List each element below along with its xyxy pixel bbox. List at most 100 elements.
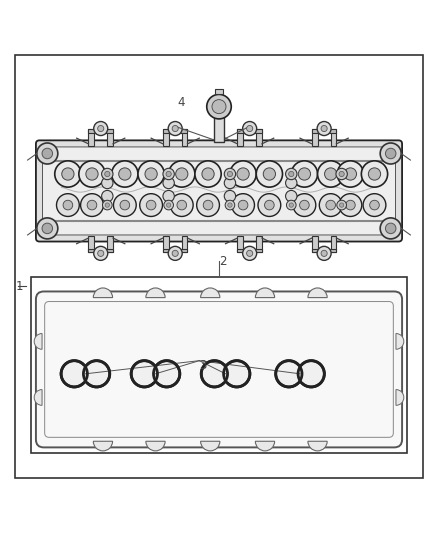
- Circle shape: [131, 361, 157, 387]
- Bar: [289, 366, 311, 382]
- Circle shape: [119, 168, 131, 180]
- Circle shape: [42, 223, 53, 233]
- Wedge shape: [201, 288, 220, 297]
- FancyBboxPatch shape: [15, 55, 423, 478]
- Bar: [331, 236, 336, 253]
- Circle shape: [385, 223, 396, 233]
- Circle shape: [94, 122, 108, 135]
- Circle shape: [247, 125, 253, 132]
- Circle shape: [228, 203, 232, 207]
- Circle shape: [98, 125, 104, 132]
- Wedge shape: [255, 441, 275, 451]
- Circle shape: [337, 161, 364, 187]
- Circle shape: [153, 361, 180, 387]
- Circle shape: [227, 172, 233, 176]
- Bar: [88, 130, 94, 146]
- Bar: [163, 130, 169, 146]
- Circle shape: [237, 168, 249, 180]
- Circle shape: [166, 172, 171, 176]
- Circle shape: [265, 200, 274, 210]
- Wedge shape: [34, 334, 42, 349]
- Circle shape: [286, 168, 297, 180]
- Wedge shape: [146, 441, 165, 451]
- Circle shape: [98, 251, 104, 256]
- Circle shape: [319, 193, 342, 216]
- Circle shape: [170, 193, 193, 216]
- Circle shape: [212, 100, 226, 114]
- Bar: [163, 236, 169, 253]
- Circle shape: [61, 361, 87, 387]
- FancyBboxPatch shape: [36, 292, 402, 447]
- Circle shape: [336, 168, 347, 180]
- Circle shape: [62, 168, 74, 180]
- Bar: [107, 130, 113, 146]
- Circle shape: [140, 193, 162, 216]
- Circle shape: [232, 193, 254, 216]
- Bar: [163, 248, 187, 253]
- Bar: [182, 130, 187, 146]
- Circle shape: [317, 246, 331, 260]
- Circle shape: [195, 161, 221, 187]
- Circle shape: [363, 193, 386, 216]
- Circle shape: [339, 203, 344, 207]
- Circle shape: [197, 193, 219, 216]
- Circle shape: [300, 200, 309, 210]
- Circle shape: [86, 168, 98, 180]
- Circle shape: [146, 200, 156, 210]
- Bar: [237, 130, 243, 146]
- Text: 1: 1: [15, 280, 23, 293]
- Wedge shape: [93, 288, 113, 297]
- Circle shape: [83, 361, 110, 387]
- Circle shape: [380, 218, 401, 239]
- Bar: [237, 236, 243, 253]
- Circle shape: [42, 148, 53, 159]
- Circle shape: [94, 246, 108, 260]
- Circle shape: [81, 193, 103, 216]
- FancyBboxPatch shape: [36, 140, 402, 241]
- Bar: [312, 236, 318, 253]
- Circle shape: [243, 122, 257, 135]
- Bar: [163, 129, 187, 133]
- Circle shape: [102, 190, 113, 202]
- Bar: [312, 129, 336, 133]
- Circle shape: [105, 203, 110, 207]
- Bar: [312, 130, 318, 146]
- Circle shape: [113, 193, 136, 216]
- Circle shape: [168, 246, 182, 260]
- Text: 2: 2: [219, 255, 226, 268]
- Circle shape: [224, 361, 250, 387]
- Bar: [88, 236, 94, 253]
- Bar: [214, 366, 237, 382]
- Circle shape: [370, 200, 379, 210]
- Circle shape: [286, 200, 296, 210]
- Circle shape: [243, 246, 257, 260]
- Circle shape: [120, 200, 130, 210]
- Wedge shape: [396, 334, 404, 349]
- Circle shape: [102, 177, 113, 189]
- Circle shape: [163, 177, 174, 189]
- Circle shape: [177, 200, 187, 210]
- Circle shape: [344, 168, 357, 180]
- Wedge shape: [308, 441, 327, 451]
- Bar: [237, 248, 262, 253]
- Circle shape: [105, 172, 110, 176]
- Circle shape: [317, 122, 331, 135]
- Text: 4: 4: [177, 96, 185, 109]
- Circle shape: [298, 361, 324, 387]
- Circle shape: [321, 125, 327, 132]
- Circle shape: [102, 200, 112, 210]
- Bar: [88, 248, 113, 253]
- Wedge shape: [146, 288, 165, 297]
- Circle shape: [380, 143, 401, 164]
- Circle shape: [176, 168, 188, 180]
- Bar: [31, 278, 407, 453]
- Bar: [74, 366, 96, 382]
- Circle shape: [238, 200, 248, 210]
- Circle shape: [79, 161, 105, 187]
- Circle shape: [346, 200, 355, 210]
- Circle shape: [289, 203, 293, 207]
- Circle shape: [169, 161, 195, 187]
- Circle shape: [163, 168, 174, 180]
- Circle shape: [256, 161, 283, 187]
- Circle shape: [163, 190, 174, 202]
